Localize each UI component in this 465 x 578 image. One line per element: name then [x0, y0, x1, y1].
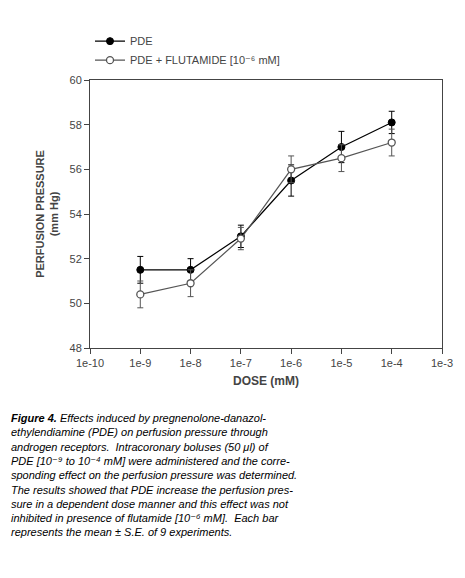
svg-text:1e-10: 1e-10 [76, 357, 104, 369]
svg-text:PERFUSION PRESSURE(mm Hg): PERFUSION PRESSURE(mm Hg) [34, 150, 60, 278]
svg-text:56: 56 [70, 163, 82, 175]
svg-text:PDE: PDE [130, 35, 153, 47]
svg-text:DOSE (mM): DOSE (mM) [233, 374, 299, 388]
svg-text:1e-3: 1e-3 [431, 357, 453, 369]
svg-text:1e-5: 1e-5 [330, 357, 352, 369]
svg-text:1e-4: 1e-4 [381, 357, 403, 369]
svg-text:48: 48 [70, 342, 82, 354]
svg-text:1e-8: 1e-8 [180, 357, 202, 369]
svg-text:58: 58 [70, 119, 82, 131]
svg-text:52: 52 [70, 253, 82, 265]
svg-text:1e-7: 1e-7 [230, 357, 252, 369]
svg-text:Figure 4. Effects induced by p: Figure 4. Effects induced by pregnenolon… [11, 412, 297, 538]
svg-text:PDE + FLUTAMIDE [10⁻⁶ mM]: PDE + FLUTAMIDE [10⁻⁶ mM] [130, 54, 280, 66]
svg-text:60: 60 [70, 74, 82, 86]
svg-text:1e-6: 1e-6 [280, 357, 302, 369]
svg-text:1e-9: 1e-9 [129, 357, 151, 369]
svg-text:54: 54 [70, 208, 82, 220]
svg-text:50: 50 [70, 297, 82, 309]
